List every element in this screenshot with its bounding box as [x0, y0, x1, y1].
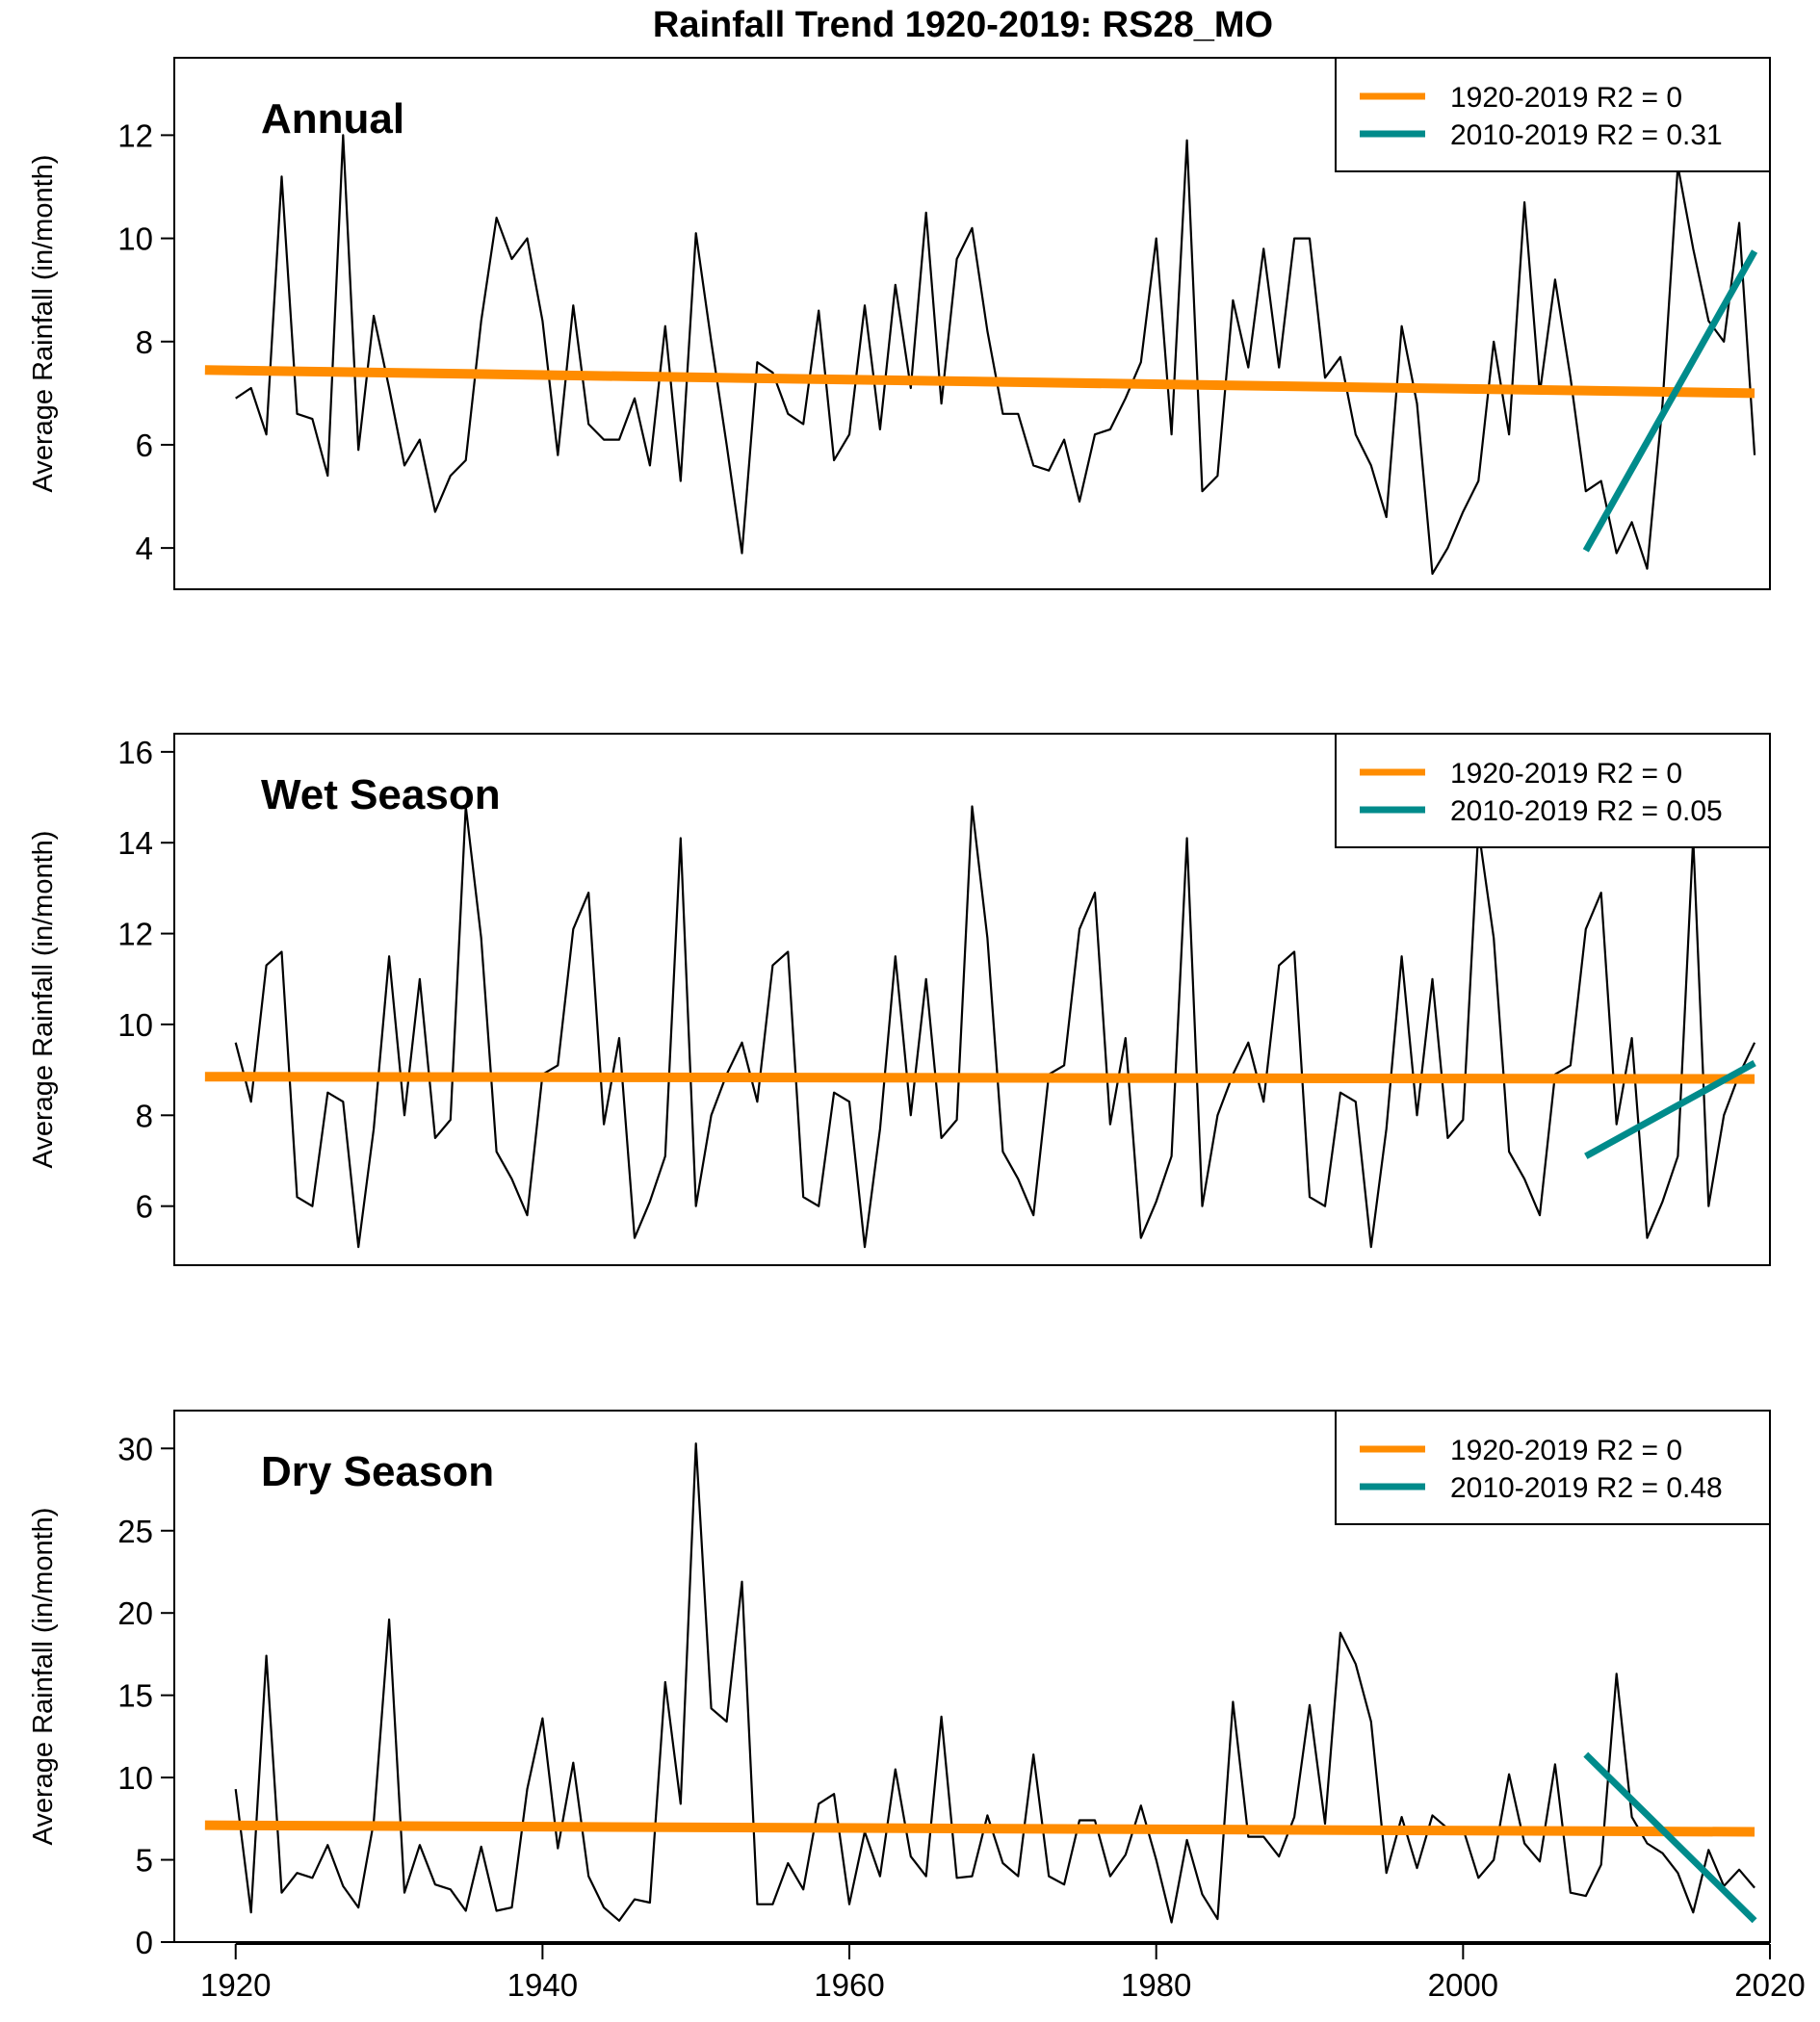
x-tick-label: 1960 [814, 1967, 884, 2003]
panel-label: Annual [261, 95, 404, 143]
trend-line-1920-2019 [204, 1820, 1755, 1837]
trend-line-1920-2019 [204, 365, 1755, 399]
y-tick-label: 8 [136, 1098, 153, 1133]
y-tick-label: 10 [117, 1760, 153, 1796]
y-tick-label: 8 [136, 324, 153, 360]
trend-line-2010-2019 [1584, 1059, 1756, 1159]
y-tick-label: 14 [117, 825, 153, 861]
series-line [234, 805, 1756, 1249]
y-tick-label: 30 [117, 1431, 153, 1466]
legend-entry: 1920-2019 R2 = 0 [1450, 1435, 1682, 1466]
legend-box [1335, 57, 1771, 172]
panel-label: Wet Season [261, 771, 501, 818]
y-tick-label: 20 [117, 1595, 153, 1631]
panel-dry-season: 0 5 10 15 20 25 30 Average Rainfall (in/month) D… [28, 1410, 1771, 1960]
y-tick-label: 16 [117, 735, 153, 770]
y-tick-label: 12 [117, 117, 153, 153]
trend-line-2010-2019 [1583, 1751, 1757, 1924]
panel-wet-season: 6 8 10 12 14 16 Average Rainfall (in/month) Wet… [28, 733, 1771, 1266]
y-tick-label: 15 [117, 1678, 153, 1714]
legend-box [1335, 733, 1771, 848]
y-tick-label: 12 [117, 917, 153, 952]
legend-entry: 1920-2019 R2 = 0 [1450, 758, 1682, 790]
y-tick-label: 25 [117, 1514, 153, 1549]
x-axis: 1920 1940 1960 1980 2000 2020 [200, 1943, 1806, 2003]
legend-entry: 1920-2019 R2 = 0 [1450, 82, 1682, 114]
trend-line-1920-2019 [204, 1072, 1755, 1084]
legend-box [1335, 1410, 1771, 1525]
y-tick-label: 4 [136, 531, 153, 566]
series-line [234, 1442, 1755, 1924]
chart-panels: 4 6 8 10 12 Average Rainfall (in/month) Annual… [28, 57, 1771, 1960]
y-tick-label: 10 [117, 221, 153, 257]
x-tick-label: 1920 [200, 1967, 271, 2003]
legend: 1920-2019 R2 = 0 2010-2019 R2 = 0.05 [1335, 733, 1771, 848]
legend-entry: 2010-2019 R2 = 0.31 [1450, 119, 1723, 151]
panel-annual: 4 6 8 10 12 Average Rainfall (in/month) Annual… [28, 57, 1771, 590]
y-axis-label: Average Rainfall (in/month) [28, 155, 59, 493]
x-tick-label: 2020 [1734, 1967, 1805, 2003]
x-tick-label: 1940 [507, 1967, 578, 2003]
panel-label: Dry Season [261, 1448, 494, 1495]
trend-line-2010-2019 [1582, 249, 1758, 553]
series-line [235, 134, 1756, 576]
legend: 1920-2019 R2 = 0 2010-2019 R2 = 0.48 [1335, 1410, 1771, 1525]
chart-title: Rainfall Trend 1920-2019: RS28_MO [653, 5, 1273, 45]
y-tick-label: 0 [136, 1925, 153, 1960]
y-tick-label: 6 [136, 428, 153, 463]
legend-entry: 2010-2019 R2 = 0.05 [1450, 795, 1723, 827]
y-tick-label: 10 [117, 1007, 153, 1043]
y-tick-label: 6 [136, 1189, 153, 1225]
y-tick-label: 5 [136, 1843, 153, 1879]
x-tick-label: 2000 [1428, 1967, 1498, 2003]
legend-entry: 2010-2019 R2 = 0.48 [1450, 1472, 1723, 1504]
y-axis-label: Average Rainfall (in/month) [28, 831, 59, 1169]
y-axis-label: Average Rainfall (in/month) [28, 1508, 59, 1846]
x-tick-label: 1980 [1121, 1967, 1191, 2003]
legend: 1920-2019 R2 = 0 2010-2019 R2 = 0.31 [1335, 57, 1771, 172]
